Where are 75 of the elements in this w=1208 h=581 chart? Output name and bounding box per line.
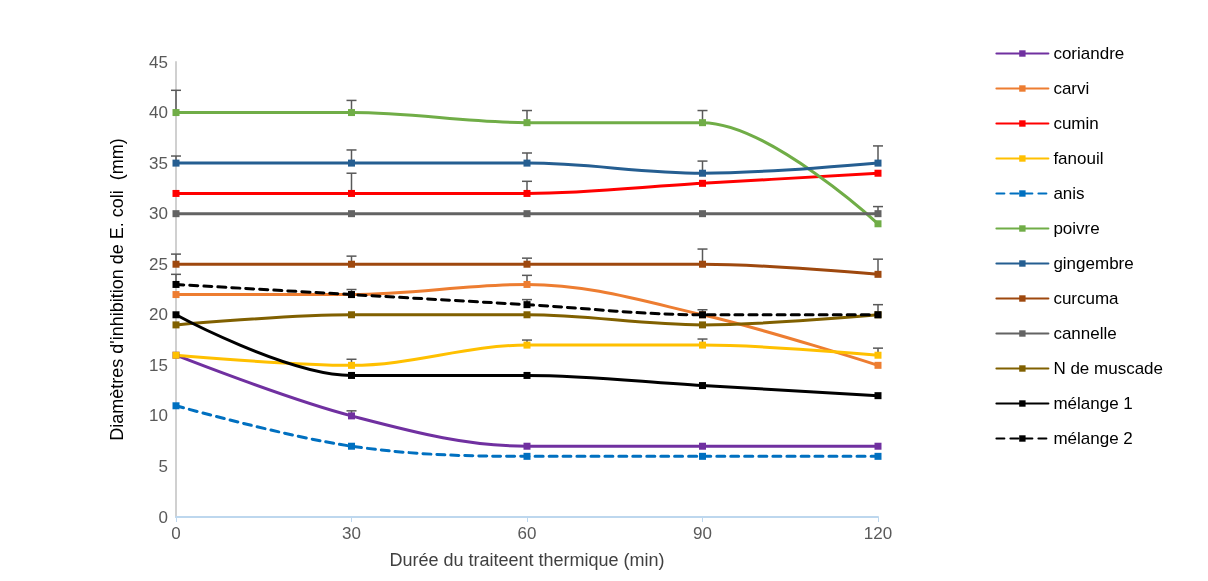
point	[523, 452, 531, 460]
x-tick-label: 30	[342, 524, 361, 543]
point	[523, 442, 531, 450]
y-tick-label: 30	[149, 204, 168, 224]
legend-label: carvi	[1053, 79, 1090, 98]
point	[172, 311, 180, 319]
legend-label: coriandre	[1053, 44, 1125, 63]
point	[523, 189, 531, 197]
y-tick-label: 45	[149, 52, 168, 72]
point	[172, 402, 180, 410]
legend-label: poivre	[1053, 219, 1100, 238]
x-tick-label: 120	[863, 524, 893, 543]
point	[874, 169, 882, 177]
point	[523, 311, 531, 319]
point	[874, 351, 882, 359]
point	[699, 382, 706, 390]
point	[348, 189, 355, 197]
point	[348, 311, 355, 319]
point	[874, 361, 882, 369]
point	[523, 280, 531, 288]
point	[172, 159, 180, 167]
legend-label: cannelle	[1053, 324, 1117, 343]
point	[172, 260, 180, 268]
point	[523, 210, 531, 218]
point	[874, 452, 882, 460]
legend-label: gingembre	[1053, 254, 1134, 273]
x-axis-title: Durée du traiteent thermique (min)	[389, 550, 665, 570]
y-tick-label: 10	[149, 406, 168, 426]
legend-label: N de muscade	[1053, 359, 1164, 378]
point	[523, 371, 531, 379]
legend-label: cumin	[1053, 114, 1099, 133]
legend-label: mélange 2	[1053, 429, 1133, 448]
point	[699, 210, 706, 218]
point	[172, 210, 180, 218]
point	[699, 169, 706, 177]
point	[523, 159, 531, 167]
x-tick-label: 60	[517, 524, 537, 543]
legend-label: mélange 1	[1053, 394, 1133, 413]
point	[699, 452, 706, 460]
y-tick-label: 35	[149, 153, 168, 173]
y-tick-label: 5	[158, 456, 168, 476]
y-tick-label: 0	[158, 507, 168, 527]
y-tick-label: 20	[149, 305, 168, 325]
x-tick-label: 0	[171, 524, 181, 543]
legend-label: anis	[1053, 184, 1085, 203]
point	[699, 119, 706, 127]
point	[874, 210, 882, 218]
point	[348, 442, 355, 450]
point	[348, 371, 355, 379]
y-tick-label: 15	[149, 355, 168, 375]
legend-label: fanouil	[1053, 149, 1104, 168]
point	[348, 210, 355, 218]
point	[874, 220, 882, 228]
point	[699, 321, 706, 329]
point	[699, 179, 706, 187]
x-tick-label: 90	[693, 524, 712, 543]
y-tick-label: 25	[149, 254, 168, 274]
y-axis-title: Diamètres d'inhibition de E. coli (mm)	[107, 138, 127, 441]
point	[699, 260, 706, 268]
point	[874, 270, 882, 278]
legend-label: curcuma	[1053, 289, 1120, 308]
point	[874, 159, 882, 167]
point	[523, 119, 531, 127]
point	[874, 392, 882, 400]
point	[172, 189, 180, 197]
point	[172, 291, 180, 299]
point	[348, 109, 355, 117]
point	[172, 280, 180, 288]
point	[348, 159, 355, 167]
y-tick-label: 40	[149, 103, 168, 123]
point	[172, 109, 180, 117]
point	[874, 442, 882, 450]
point	[348, 260, 355, 268]
point	[699, 442, 706, 450]
point	[172, 321, 180, 329]
